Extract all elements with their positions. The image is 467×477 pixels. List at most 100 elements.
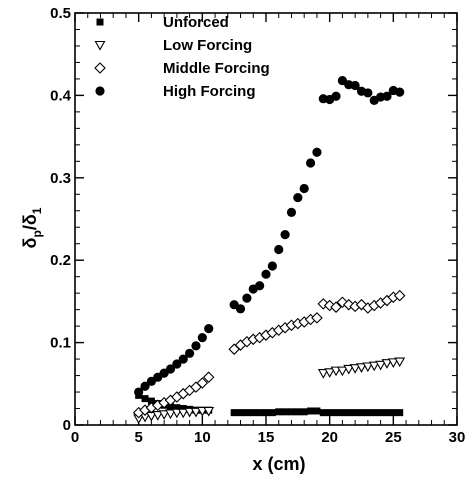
series-high-forcing bbox=[134, 75, 405, 397]
unforced-point bbox=[332, 409, 340, 417]
low-forcing-point bbox=[158, 410, 170, 420]
unforced-point bbox=[364, 409, 372, 417]
high-forcing-point bbox=[197, 333, 207, 343]
legend-marker-low-forcing bbox=[94, 40, 106, 51]
high-forcing-point bbox=[267, 261, 277, 271]
unforced-point bbox=[389, 409, 397, 417]
unforced-point bbox=[281, 408, 289, 416]
unforced-point bbox=[147, 397, 155, 405]
unforced-point bbox=[294, 408, 302, 416]
high-forcing-point bbox=[312, 147, 322, 157]
y-tick-label: 0.5 bbox=[50, 5, 71, 22]
high-forcing-point bbox=[261, 269, 271, 279]
y-tick-label: 0.2 bbox=[50, 252, 71, 269]
y-axis-title-main: δ bbox=[20, 237, 40, 248]
unforced-point bbox=[243, 409, 251, 417]
unforced-point bbox=[345, 409, 353, 417]
y-axis-title-sub2: 1 bbox=[30, 207, 44, 214]
unforced-point bbox=[358, 409, 365, 417]
legend-marker-middle-forcing bbox=[94, 62, 106, 74]
unforced-point bbox=[313, 407, 321, 415]
low-forcing-point bbox=[171, 408, 183, 419]
low-forcing-point bbox=[349, 364, 361, 374]
legend-label-low-forcing: Low Forcing bbox=[163, 37, 252, 54]
low-forcing-point bbox=[375, 360, 387, 371]
high-forcing-point bbox=[350, 80, 360, 91]
low-forcing-point bbox=[165, 409, 176, 420]
unforced-point bbox=[351, 409, 359, 417]
y-tick-label: 0.4 bbox=[50, 87, 72, 104]
unforced-point bbox=[287, 408, 295, 416]
high-forcing-point bbox=[286, 207, 297, 218]
ticks-layer: 0 5 10 15 20 25 30 0 0.1 0.2 0.3 0.4 0.5 bbox=[50, 5, 465, 446]
high-forcing-point bbox=[299, 183, 309, 194]
y-axis-title-div: /δ bbox=[20, 214, 40, 230]
unforced-point bbox=[262, 409, 270, 417]
high-forcing-point bbox=[172, 359, 182, 369]
low-forcing-point bbox=[356, 363, 367, 373]
high-forcing-point bbox=[280, 230, 290, 240]
middle-forcing-point bbox=[330, 301, 342, 313]
y-axis-title-sub1: p bbox=[30, 230, 44, 237]
unforced-point bbox=[300, 408, 308, 416]
high-forcing-point bbox=[235, 304, 246, 314]
unforced-point bbox=[383, 409, 391, 417]
series-low-forcing bbox=[133, 357, 406, 425]
high-forcing-point bbox=[293, 192, 303, 203]
high-forcing-point bbox=[382, 91, 392, 101]
low-forcing-point bbox=[324, 368, 336, 378]
unforced-point bbox=[179, 405, 187, 413]
middle-forcing-point bbox=[393, 289, 406, 302]
middle-forcing-point bbox=[202, 371, 215, 383]
legend-marker-unforced bbox=[96, 18, 104, 26]
legend-label-unforced: Unforced bbox=[163, 14, 229, 31]
series-middle-forcing bbox=[132, 289, 406, 419]
high-forcing-point bbox=[191, 341, 201, 351]
legend-label-middle-forcing: Middle Forcing bbox=[163, 60, 270, 77]
high-forcing-point bbox=[165, 364, 176, 374]
unforced-point bbox=[256, 409, 264, 417]
middle-forcing-point bbox=[311, 312, 323, 324]
x-axis-title: x (cm) bbox=[252, 454, 305, 474]
low-forcing-point bbox=[317, 369, 329, 379]
y-axis-title: δp/δ1 bbox=[20, 207, 44, 248]
unforced-point bbox=[141, 395, 149, 403]
unforced-point bbox=[268, 409, 276, 417]
legend-label-high-forcing: High Forcing bbox=[163, 83, 256, 100]
high-forcing-point bbox=[140, 381, 150, 391]
unforced-point bbox=[319, 409, 327, 417]
low-forcing-point bbox=[387, 358, 399, 368]
high-forcing-point bbox=[134, 387, 144, 397]
low-forcing-point bbox=[368, 361, 380, 372]
y-tick-label: 0 bbox=[63, 417, 71, 434]
unforced-point bbox=[326, 409, 334, 417]
high-forcing-point bbox=[274, 244, 284, 255]
unforced-point bbox=[249, 409, 257, 417]
high-forcing-point bbox=[255, 281, 265, 291]
high-forcing-point bbox=[331, 91, 341, 101]
x-tick-label: 5 bbox=[134, 429, 142, 446]
unforced-point bbox=[396, 409, 404, 417]
high-forcing-point bbox=[242, 293, 252, 303]
unforced-point bbox=[237, 409, 245, 417]
low-forcing-point bbox=[190, 407, 202, 418]
x-tick-label: 20 bbox=[321, 429, 338, 446]
low-forcing-point bbox=[196, 406, 208, 417]
high-forcing-point bbox=[178, 354, 188, 364]
low-forcing-point bbox=[330, 366, 342, 377]
unforced-point bbox=[230, 409, 238, 417]
y-tick-label: 0.3 bbox=[50, 170, 71, 187]
y-tick-label: 0.1 bbox=[50, 335, 71, 352]
unforced-point bbox=[370, 409, 378, 417]
unforced-point bbox=[377, 409, 385, 417]
legend: Unforced Low Forcing Middle Forcing High Fo… bbox=[94, 14, 270, 100]
low-forcing-point bbox=[362, 362, 374, 373]
high-forcing-point bbox=[305, 158, 316, 168]
unforced-point bbox=[275, 408, 283, 416]
x-tick-label: 25 bbox=[385, 429, 402, 446]
high-forcing-point bbox=[395, 87, 405, 97]
low-forcing-point bbox=[381, 359, 393, 369]
low-forcing-point bbox=[343, 364, 355, 375]
